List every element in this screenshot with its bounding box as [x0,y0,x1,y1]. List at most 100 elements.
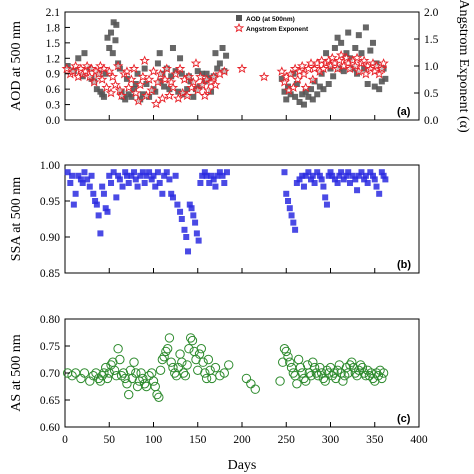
point-a-s0-26 [123,75,130,82]
point-a-s0-62 [203,70,210,77]
point-a-s1-22 [112,60,124,71]
point-b-s0-6 [77,176,84,183]
point-b-s0-95 [318,176,325,183]
point-a-s1-56 [188,77,199,87]
point-b-s0-41 [150,172,157,179]
point-a-s1-53 [181,90,193,101]
point-c-s0-39 [150,381,160,392]
point-a-s1-65 [208,71,219,82]
point-b-s0-97 [322,194,329,201]
point-c-s0-99 [311,368,322,378]
point-b-s0-120 [371,176,378,183]
point-c-s0-20 [115,354,125,365]
point-b-s0-22 [108,180,115,186]
point-a-s1-68 [219,66,230,76]
point-a-s0-102 [345,29,352,36]
point-a-s1-29 [128,63,140,74]
point-a-s1-31 [133,95,144,106]
point-a-s0-30 [132,81,139,87]
ytick-label-c-0: 0.60 [40,422,60,434]
point-a-s0-69 [219,45,226,51]
xtick-label-1: 50 [104,434,116,446]
point-c-s0-77 [246,379,256,389]
point-a-s1-27 [123,82,134,93]
point-b-s0-38 [143,172,150,179]
point-a-s0-81 [299,91,306,98]
point-b-s0-71 [212,183,219,190]
point-c-s0-25 [124,389,134,400]
point-b-s0-44 [156,180,163,186]
point-b-s0-124 [380,172,387,179]
point-b-s0-31 [128,172,135,179]
point-c-s0-125 [357,362,368,373]
xticks-b [64,268,420,273]
point-a-s0-103 [346,55,353,62]
point-b-s0-66 [201,169,208,176]
point-b-s0-63 [195,237,202,244]
point-b-s0-4 [72,190,79,197]
point-b-s0-116 [362,172,369,179]
point-b-s0-110 [349,172,356,179]
point-c-s0-119 [347,357,357,367]
point-a-s1-37 [146,85,157,95]
point-b-s0-27 [119,183,126,190]
yticks-b: 0.85 0.90 0.95 1.00 [40,160,70,280]
point-a-s1-18 [103,66,115,76]
point-b-s0-47 [163,169,170,176]
point-a-s0-95 [330,73,337,80]
point-b-s0-115 [361,176,368,183]
point-c-s0-103 [318,373,329,384]
point-a-s0-13 [102,70,109,77]
point-b-s0-37 [141,180,148,186]
point-c-s0-124 [355,360,366,370]
point-a-s1-28 [126,74,137,84]
point-a-s1-75 [285,68,296,79]
panel-a: 0.0 0.3 0.6 0.9 1.2 1.5 1.8 2.1 0.0 0.5 1.0 1.5 2.0… [9,0,471,133]
marks-c [62,333,389,402]
point-b-s0-10 [86,183,93,190]
point-a-s0-82 [300,101,307,108]
point-a-s0-2 [75,55,82,62]
point-a-s1-96 [332,63,343,74]
point-c-s0-52 [173,362,183,373]
point-c-s0-74 [219,368,230,378]
point-b-s0-70 [210,176,217,183]
point-a-s0-32 [137,96,144,103]
xtick-label-5: 250 [278,434,296,446]
point-b-s0-119 [369,172,376,179]
point-a-s1-39 [150,98,162,109]
point-a-s0-67 [214,65,221,72]
point-a-s1-97 [334,55,345,66]
point-a-s0-12 [100,93,107,100]
ytick-label-a-1: 0.3 [46,100,61,112]
point-a-s0-60 [199,70,206,77]
point-a-s1-117 [378,58,389,68]
point-c-s0-81 [279,344,290,354]
point-c-s0-80 [278,357,288,367]
point-a-s0-4 [81,50,88,57]
point-a-s0-74 [283,96,290,103]
point-b-s0-90 [308,176,315,183]
point-c-s0-57 [182,360,192,370]
point-b-s0-33 [132,176,139,183]
point-a-s0-111 [364,81,371,87]
point-a-s0-51 [178,70,185,77]
point-a-s0-47 [169,45,176,51]
point-c-s0-114 [338,376,348,386]
xtick-label-2: 100 [145,434,163,446]
point-b-s0-51 [172,172,179,179]
xtick-label-0: 0 [62,434,68,446]
point-c-s0-49 [168,362,178,373]
y2tick-label-1: 0.5 [424,88,439,100]
point-b-s0-114 [358,169,365,176]
point-b-s0-17 [99,183,106,190]
point-c-s0-17 [109,365,120,375]
point-a-s1-105 [351,52,363,63]
point-b-s0-78 [283,190,290,197]
point-a-s1-115 [373,68,385,79]
ytick-label-c-1: 0.65 [40,395,60,407]
point-b-s0-56 [183,234,190,240]
marks-a [61,19,389,109]
point-c-s0-28 [129,357,139,367]
point-a-s0-88 [314,91,321,98]
